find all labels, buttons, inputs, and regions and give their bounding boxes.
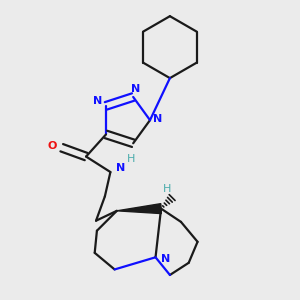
Text: H: H [127,154,136,164]
Text: H: H [162,184,171,194]
Text: O: O [47,140,56,151]
Text: N: N [161,254,170,265]
Text: N: N [116,163,125,172]
Polygon shape [117,204,161,214]
Text: N: N [131,84,140,94]
Text: N: N [153,114,162,124]
Text: N: N [92,96,102,106]
